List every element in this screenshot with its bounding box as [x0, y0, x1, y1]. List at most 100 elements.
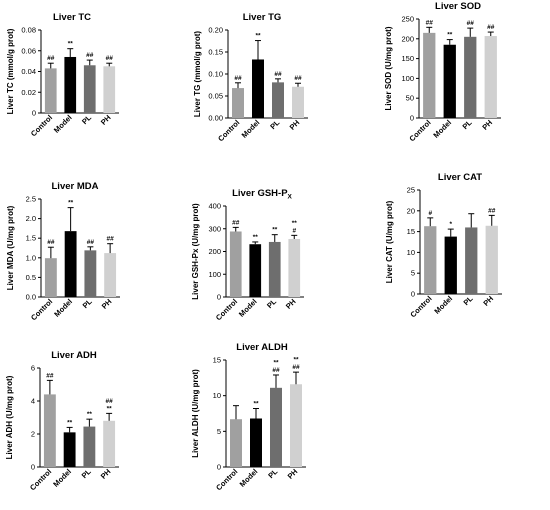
significance-mark: ##: [467, 20, 475, 27]
significance-mark: ##: [292, 364, 300, 371]
y-tick-label: 0: [410, 114, 414, 123]
bar: [103, 66, 116, 113]
y-tick-label: 0.00: [208, 114, 223, 123]
significance-mark: **: [253, 401, 259, 408]
chart-title: Liver SOD: [435, 1, 481, 12]
category-label: Model: [431, 118, 453, 140]
category-label: Model: [238, 467, 260, 489]
y-tick-label: 0.08: [21, 26, 36, 35]
category-label: PL: [266, 467, 279, 480]
y-tick-label: 1.5: [26, 234, 36, 243]
category-label: PH: [286, 467, 300, 481]
y-tick-label: 5: [217, 427, 221, 436]
significance-mark: #: [428, 210, 432, 217]
y-tick-label: 0.15: [208, 48, 223, 57]
chart-panel-1: Liver TC Liver TC (mmol/g prot) 0 0.02 0.04 0…: [6, 12, 119, 138]
y-tick-label: 0.02: [21, 88, 36, 97]
y-tick-label: 150: [401, 54, 414, 63]
y-tick-label: 20: [407, 206, 415, 215]
y-tick-label: 15: [213, 356, 221, 365]
bar: [232, 88, 244, 118]
category-label: PH: [480, 118, 494, 132]
significance-mark: ##: [234, 75, 242, 82]
bar: [83, 65, 96, 113]
significance-mark: **: [67, 419, 73, 426]
y-tick-label: 2: [31, 430, 35, 439]
y-tick-label: 10: [213, 391, 221, 400]
significance-mark: **: [447, 32, 453, 39]
category-label: PL: [462, 294, 475, 307]
y-tick-label: 25: [407, 186, 415, 195]
category-label: Model: [51, 467, 73, 489]
significance-mark: ##: [426, 19, 434, 26]
significance-mark: ##: [86, 52, 94, 59]
significance-mark: ##: [46, 372, 54, 379]
category-label: Model: [240, 118, 262, 140]
significance-mark: ##: [47, 239, 55, 246]
significance-mark: ##: [106, 55, 114, 62]
bar: [64, 56, 77, 113]
y-axis-label: Liver TG (mmol/g prot): [193, 31, 202, 118]
significance-mark: ##: [232, 219, 240, 226]
category-label: PL: [81, 297, 94, 310]
bar: [84, 250, 97, 297]
y-axis-label: Liver MDA (U/mg prot): [6, 205, 15, 290]
bar: [104, 253, 117, 297]
category-label: PL: [80, 467, 93, 480]
significance-mark: ##: [294, 75, 302, 82]
category-label: Model: [432, 294, 454, 316]
y-tick-label: 100: [401, 74, 414, 83]
bar: [63, 432, 76, 467]
category-label: PH: [288, 118, 302, 132]
bar: [292, 86, 304, 118]
y-tick-label: 2.0: [26, 214, 36, 223]
y-tick-label: 0.0: [26, 293, 36, 302]
y-tick-label: 2.5: [26, 195, 36, 204]
bar: [44, 258, 57, 297]
significance-mark: **: [107, 405, 113, 412]
category-label: Model: [52, 297, 74, 319]
bar: [288, 238, 301, 297]
y-tick-label: 200: [208, 247, 221, 256]
y-tick-label: 0: [31, 463, 35, 472]
significance-mark: #: [292, 227, 296, 234]
significance-mark: ##: [272, 367, 280, 374]
bar: [229, 231, 242, 297]
category-label: PH: [100, 297, 114, 311]
y-tick-label: 5: [411, 269, 415, 278]
title-subscript: X: [288, 194, 293, 201]
y-tick-label: 50: [406, 94, 414, 103]
category-label: PL: [461, 118, 474, 131]
significance-mark: **: [87, 411, 93, 418]
bar: [250, 418, 262, 467]
y-tick-label: 0.20: [208, 26, 223, 35]
chart-panel-2: Liver TG Liver TG (mmol/g prot) 0.00 0.05 0.…: [193, 12, 308, 143]
bar: [485, 225, 498, 294]
significance-mark: ##: [107, 236, 115, 243]
bar: [64, 231, 77, 297]
significance-mark: **: [68, 200, 74, 207]
significance-mark: ##: [487, 24, 495, 31]
y-tick-label: 300: [208, 224, 221, 233]
y-tick-label: 1.0: [26, 253, 36, 262]
y-tick-label: 0.5: [26, 273, 36, 282]
bar: [230, 419, 242, 467]
category-label: PH: [99, 467, 113, 481]
y-axis-label: Liver CAT (U/mg prot): [385, 200, 394, 283]
bar: [252, 59, 264, 118]
bar: [423, 32, 436, 118]
category-label: PL: [80, 113, 93, 126]
y-axis-label: Liver GSH-Px (U/mg prot): [191, 203, 200, 300]
y-tick-label: 200: [401, 34, 414, 43]
bar: [43, 394, 56, 467]
y-tick-label: 0.06: [21, 46, 36, 55]
significance-mark: **: [255, 33, 261, 40]
significance-mark: ##: [488, 207, 496, 214]
bar: [268, 241, 281, 297]
y-tick-label: 400: [208, 202, 221, 211]
chart-title: Liver MDA: [52, 181, 99, 192]
chart-title: Liver GSH-PX: [232, 188, 292, 201]
